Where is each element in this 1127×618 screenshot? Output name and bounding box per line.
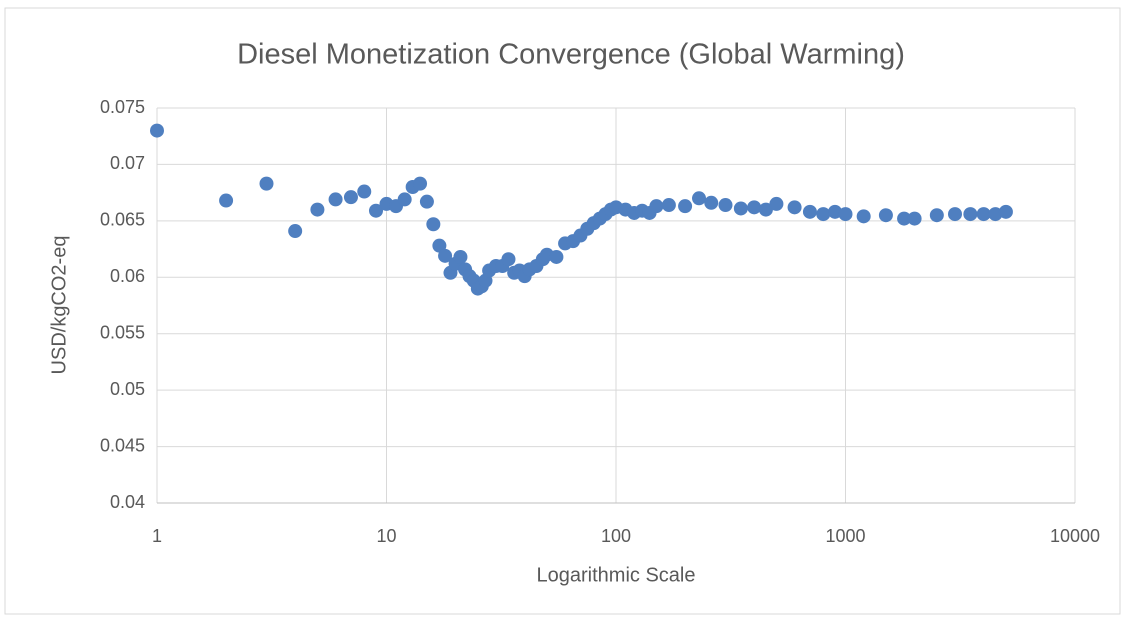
y-tick-label: 0.045 [100, 435, 145, 455]
point [897, 211, 912, 226]
point [718, 198, 733, 213]
point [758, 202, 773, 217]
point [929, 208, 944, 223]
point [787, 200, 802, 215]
point [397, 192, 412, 207]
point [678, 199, 693, 214]
point [501, 252, 516, 267]
point [816, 207, 831, 222]
point [769, 196, 784, 211]
y-tick-label: 0.06 [110, 266, 145, 286]
x-tick-label: 100 [601, 526, 631, 546]
x-axis-title: Logarithmic Scale [537, 564, 696, 586]
point [150, 123, 164, 138]
chart-title: Diesel Monetization Convergence (Global … [237, 39, 905, 71]
x-tick-label: 10 [376, 526, 396, 546]
point [368, 203, 383, 218]
point [453, 249, 468, 264]
y-tick-label: 0.065 [100, 210, 145, 230]
point [328, 192, 343, 207]
point [259, 176, 274, 191]
point [827, 204, 842, 219]
point [426, 217, 441, 232]
point [856, 209, 871, 224]
point [419, 194, 434, 209]
y-tick-label: 0.05 [110, 379, 145, 399]
point [343, 190, 358, 205]
y-tick-label: 0.04 [110, 492, 145, 512]
x-tick-label: 1000 [825, 526, 865, 546]
point [649, 199, 664, 214]
point [692, 191, 707, 206]
point [288, 224, 303, 239]
point [907, 211, 922, 226]
point [733, 201, 748, 216]
point [549, 249, 564, 264]
point [704, 195, 719, 210]
point [802, 204, 817, 219]
y-tick-label: 0.07 [110, 153, 145, 173]
point [838, 207, 853, 222]
point [357, 184, 372, 199]
y-axis-title: USD/kgCO2-eq [48, 236, 70, 375]
chart-frame [4, 7, 1121, 615]
point [947, 207, 962, 222]
point [963, 207, 978, 222]
point [438, 248, 453, 263]
point [988, 207, 1003, 222]
y-tick-label: 0.075 [100, 97, 145, 117]
point [747, 200, 762, 215]
point [432, 238, 447, 253]
point [310, 202, 325, 217]
x-tick-label: 10000 [1050, 526, 1100, 546]
x-tick-label: 1 [152, 526, 162, 546]
y-tick-label: 0.055 [100, 322, 145, 342]
point [413, 176, 428, 191]
point [661, 198, 676, 213]
point [976, 207, 991, 222]
point [998, 204, 1013, 219]
point [219, 193, 234, 208]
point [878, 208, 893, 223]
